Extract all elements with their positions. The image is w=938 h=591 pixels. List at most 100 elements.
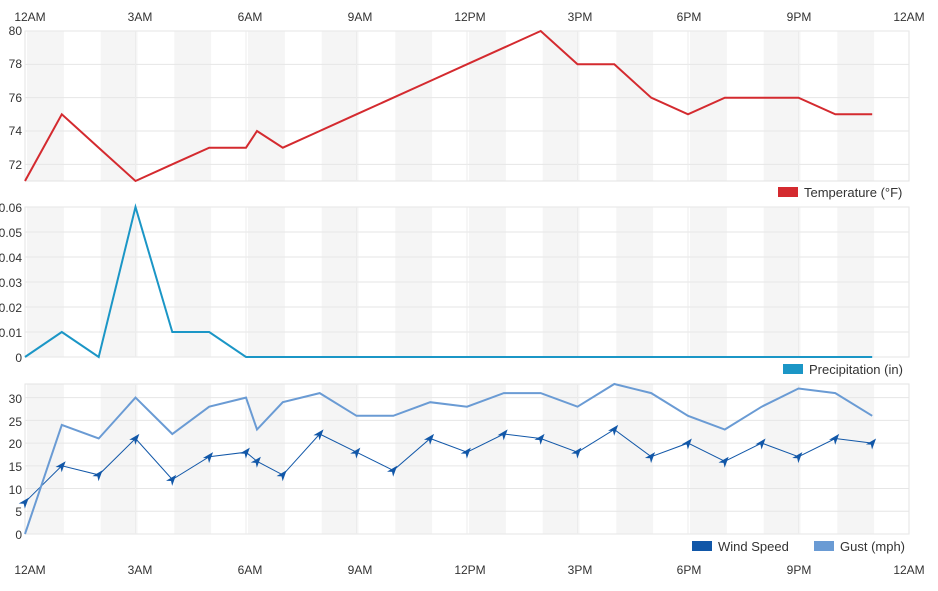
y-tick-label: 0.04 [0, 251, 22, 265]
x-tick-label: 6AM [238, 10, 263, 24]
gust-legend-swatch [814, 541, 834, 551]
hour-band [395, 31, 433, 181]
x-tick-label: 9PM [787, 563, 812, 577]
wind-speed-legend-swatch [692, 541, 712, 551]
y-tick-label: 78 [9, 57, 23, 71]
hour-band [616, 384, 654, 534]
x-tick-label: 12AM [893, 563, 924, 577]
temperature-legend-swatch [778, 187, 798, 197]
y-tick-label: 0.05 [0, 226, 22, 240]
temperature-y-axis: 72 74 76 78 80 [9, 24, 23, 172]
x-tick-label: 9PM [787, 10, 812, 24]
wind-direction-arrow [350, 447, 361, 459]
hour-band [837, 384, 875, 534]
x-tick-label: 12AM [14, 563, 45, 577]
y-tick-label: 0.02 [0, 301, 22, 315]
precipitation-legend-label: Precipitation (in) [809, 362, 903, 377]
hour-band [248, 31, 285, 181]
y-tick-label: 15 [9, 460, 23, 474]
wind-direction-arrow [718, 456, 729, 468]
y-tick-label: 80 [9, 24, 23, 38]
x-tick-label: 3AM [128, 10, 153, 24]
wind-direction-arrow [239, 447, 250, 459]
y-tick-label: 72 [9, 158, 23, 172]
y-tick-label: 5 [15, 505, 22, 519]
hour-band [100, 31, 138, 181]
x-tick-label: 12PM [454, 10, 485, 24]
wind-direction-arrow [534, 433, 545, 445]
gust-line [24, 382, 873, 535]
y-tick-label: 20 [9, 437, 23, 451]
hour-band [542, 31, 580, 181]
y-tick-label: 0.01 [0, 326, 22, 340]
y-tick-label: 0 [15, 528, 22, 542]
wind-direction-arrow [387, 465, 398, 477]
wind-speed-legend-label: Wind Speed [718, 539, 789, 554]
x-tick-label: 6PM [677, 563, 702, 577]
y-tick-label: 0 [15, 351, 22, 365]
hour-band [616, 31, 654, 181]
wind-direction-arrow [865, 438, 877, 450]
hour-band [469, 31, 506, 181]
wind-direction-arrow [792, 452, 803, 464]
x-tick-label: 3AM [128, 563, 153, 577]
bottom-x-axis: 12AM 3AM 6AM 9AM 12PM 3PM 6PM 9PM 12AM [14, 563, 924, 577]
wind-direction-arrow [423, 433, 435, 445]
hour-band [542, 384, 580, 534]
wind-direction-arrow [755, 438, 766, 450]
x-tick-label: 3PM [568, 10, 593, 24]
gust-legend-label: Gust (mph) [840, 539, 905, 554]
wind-direction-arrow [92, 470, 103, 482]
wind-legend: Wind Speed Gust (mph) [692, 539, 905, 554]
wind-direction-arrow [497, 429, 508, 441]
precipitation-line [24, 203, 873, 359]
precipitation-y-axis: 0 0.01 0.02 0.03 0.04 0.05 0.06 [0, 201, 22, 365]
wind-direction-arrow [166, 474, 177, 486]
hour-band [469, 384, 506, 534]
x-tick-label: 6AM [238, 563, 263, 577]
wind-direction-arrow [608, 424, 619, 436]
temperature-line [24, 29, 873, 183]
y-tick-label: 0.06 [0, 201, 22, 215]
precipitation-legend-swatch [783, 364, 803, 374]
x-tick-label: 9AM [348, 563, 373, 577]
y-tick-label: 0.03 [0, 276, 22, 290]
top-x-axis: 12AM 3AM 6AM 9AM 12PM 3PM 6PM 9PM 12AM [14, 10, 924, 24]
hour-band [27, 31, 64, 181]
wind-direction-arrow [18, 497, 29, 509]
wind-direction-arrow [571, 447, 582, 459]
y-tick-label: 74 [9, 124, 23, 138]
hour-band [100, 384, 138, 534]
wind-direction-arrow [460, 447, 471, 459]
hour-band [321, 31, 359, 181]
wind-direction-arrow [202, 452, 214, 464]
wind-direction-arrow [129, 433, 140, 445]
y-tick-label: 10 [9, 483, 23, 497]
wind-direction-arrows [18, 424, 877, 509]
precipitation-legend: Precipitation (in) [783, 362, 903, 377]
hour-band [174, 31, 212, 181]
y-tick-label: 25 [9, 415, 23, 429]
temperature-legend-label: Temperature (°F) [804, 185, 902, 200]
wind-direction-arrow [644, 452, 656, 464]
hour-band [321, 384, 359, 534]
x-tick-label: 6PM [677, 10, 702, 24]
x-tick-label: 12AM [14, 10, 45, 24]
x-tick-label: 12PM [454, 563, 485, 577]
y-tick-label: 76 [9, 91, 23, 105]
hour-band [763, 384, 801, 534]
hour-band [763, 31, 801, 181]
wind-direction-arrow [829, 433, 840, 445]
wind-direction-arrow [313, 429, 324, 441]
x-tick-label: 3PM [568, 563, 593, 577]
y-tick-label: 30 [9, 392, 23, 406]
wind-direction-arrow [250, 456, 261, 468]
temperature-legend: Temperature (°F) [778, 185, 902, 200]
hour-band [837, 31, 875, 181]
wind-direction-arrow [276, 470, 287, 482]
wind-direction-arrow [55, 461, 66, 473]
x-tick-label: 12AM [893, 10, 924, 24]
wind-y-axis: 0 5 10 15 20 25 30 [9, 392, 23, 542]
wind-direction-arrow [681, 438, 692, 450]
